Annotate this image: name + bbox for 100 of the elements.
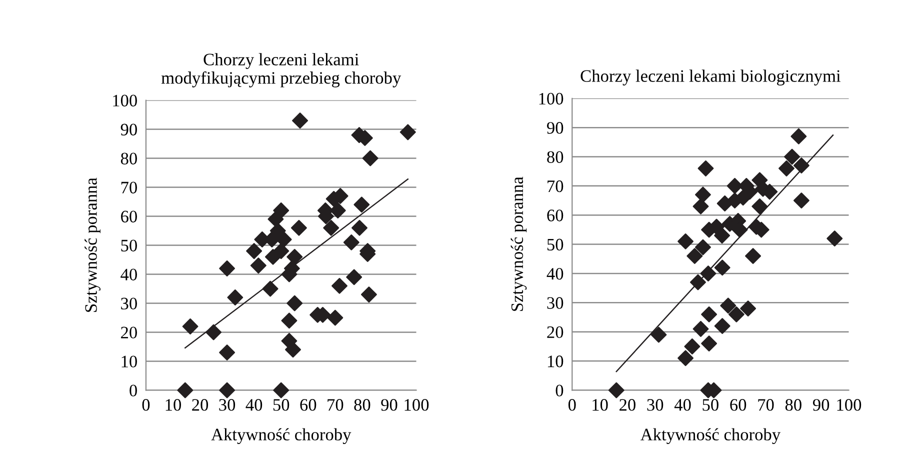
point (354, 196, 370, 213)
point (270, 222, 286, 239)
y-tick-label: 30 (547, 297, 564, 309)
point (273, 202, 290, 218)
x-tick-label: 60 (730, 399, 746, 411)
point (793, 192, 810, 209)
x-tick-label: 40 (674, 399, 691, 411)
y-tick-label: 10 (548, 356, 564, 368)
x-tick-label: 0 (568, 399, 576, 411)
y-tick-label: 100 (539, 92, 564, 105)
y-tick-label: 60 (547, 210, 564, 222)
point (343, 234, 360, 250)
y-tick-label: 100 (113, 94, 137, 106)
point (352, 220, 368, 236)
point (694, 186, 711, 203)
y-tick-label: 50 (121, 240, 137, 252)
point (250, 258, 266, 274)
point (246, 243, 262, 260)
y-tick-label: 0 (130, 384, 137, 396)
point (720, 298, 736, 314)
y-tick-label: 70 (121, 182, 137, 194)
point (692, 198, 709, 214)
point (826, 230, 843, 246)
y-tick-label: 90 (547, 122, 564, 134)
x-tick-label: 40 (246, 399, 262, 411)
point (276, 231, 292, 248)
point (286, 248, 303, 265)
point (793, 158, 810, 174)
point (273, 243, 290, 260)
y-tick-label: 80 (547, 151, 564, 163)
point (784, 148, 800, 165)
point (714, 318, 730, 334)
x-tick-label: 80 (354, 399, 370, 411)
x-tick-label: 10 (166, 399, 182, 411)
chart-title: Chorzy leczeni lekami biologicznymi (580, 70, 841, 86)
x-tick-label: 50 (702, 399, 718, 411)
point (698, 160, 714, 176)
point (362, 150, 378, 166)
y-tick-label: 30 (121, 298, 137, 310)
point (740, 300, 756, 316)
point (714, 228, 730, 244)
y-tick-label: 70 (548, 180, 564, 192)
y-tick-label: 20 (121, 326, 137, 338)
x-tick-label: 30 (219, 399, 236, 411)
point (701, 306, 718, 322)
point (323, 220, 340, 236)
point (346, 269, 362, 286)
y-tick-label: 40 (120, 268, 137, 280)
x-axis-title: Aktywność choroby (211, 428, 352, 444)
point (790, 128, 807, 144)
x-tick-label: 30 (647, 399, 664, 411)
x-tick-label: 70 (758, 399, 774, 411)
y-tick-label: 60 (121, 210, 137, 222)
point (700, 266, 716, 282)
x-tick-label: 60 (300, 399, 316, 411)
point (262, 280, 278, 297)
point (694, 239, 711, 256)
point (327, 310, 344, 326)
x-tick-label: 90 (381, 399, 398, 411)
point (219, 344, 236, 361)
point (177, 382, 194, 398)
y-tick-label: 0 (556, 384, 564, 396)
point (330, 202, 346, 218)
point (360, 286, 377, 303)
point (292, 112, 308, 129)
x-tick-label: 90 (812, 399, 830, 411)
point (752, 198, 768, 214)
point (273, 382, 290, 398)
y-axis-title: Sztywność poranna (84, 178, 100, 312)
point (778, 160, 794, 176)
point (219, 382, 236, 398)
point (332, 278, 348, 294)
point (686, 248, 703, 264)
y-tick-label: 80 (120, 152, 137, 164)
x-tick-label: 100 (837, 399, 862, 411)
point (227, 289, 244, 306)
point (608, 382, 624, 398)
x-tick-label: 10 (592, 399, 608, 411)
x-tick-label: 20 (192, 399, 208, 411)
point (726, 178, 743, 194)
point (714, 260, 730, 276)
chart-title: Chorzy leczeni lekami modyfikującymi przebieg choroby (161, 53, 402, 88)
point (692, 320, 709, 337)
point (281, 312, 298, 329)
y-tick-label: 20 (547, 326, 564, 338)
x-tick-label: 80 (785, 399, 802, 411)
point (745, 248, 762, 264)
point (182, 318, 198, 334)
point (728, 306, 744, 322)
x-tick-label: 100 (404, 399, 429, 411)
point (678, 350, 694, 366)
x-axis-title: Aktywność choroby (640, 428, 781, 444)
y-tick-label: 40 (546, 268, 564, 280)
point (400, 124, 416, 140)
point (286, 295, 303, 312)
point (690, 274, 706, 290)
y-tick-label: 90 (120, 124, 137, 136)
x-tick-label: 50 (273, 399, 290, 411)
x-tick-label: 20 (620, 399, 636, 411)
y-axis-title: Sztywność poranna (510, 176, 527, 311)
